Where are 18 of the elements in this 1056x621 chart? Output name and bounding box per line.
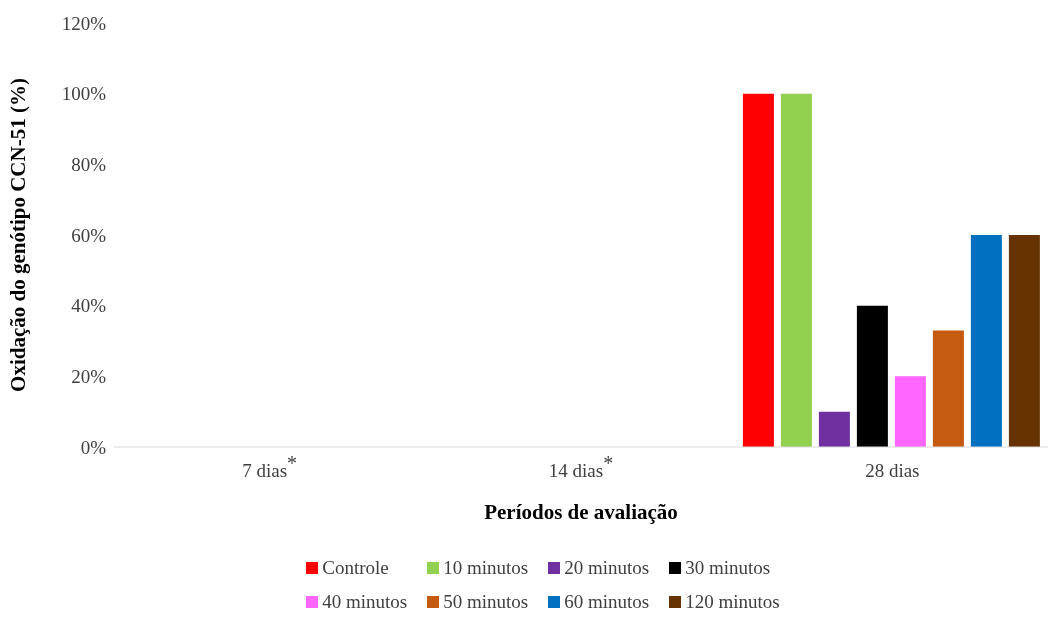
x-tick-label: 28 dias xyxy=(865,460,920,481)
legend-label: 120 minutos xyxy=(684,591,780,613)
y-tick-label: 120% xyxy=(61,12,107,34)
y-tick-label: 60% xyxy=(71,224,107,246)
y-tick-label: 100% xyxy=(61,83,107,105)
legend-label: 40 minutos xyxy=(321,591,408,613)
y-tick-label: 20% xyxy=(71,366,107,388)
legend-label: 30 minutos xyxy=(684,557,772,579)
legend-label: 10 minutos xyxy=(442,557,529,579)
y-tick-label: 0% xyxy=(80,436,107,458)
legend-label: 60 minutos xyxy=(563,591,650,613)
y-axis-title: Oxidação do genótipo CCN-51 (%) xyxy=(6,78,31,392)
legend-label: 20 minutos xyxy=(563,557,650,579)
y-tick-label: 80% xyxy=(71,154,107,176)
legend-label: Controle xyxy=(321,557,390,579)
x-axis-title: Períodos de avaliação xyxy=(484,500,678,524)
y-tick-label: 40% xyxy=(71,295,107,317)
legend-label: 50 minutos xyxy=(442,591,529,613)
